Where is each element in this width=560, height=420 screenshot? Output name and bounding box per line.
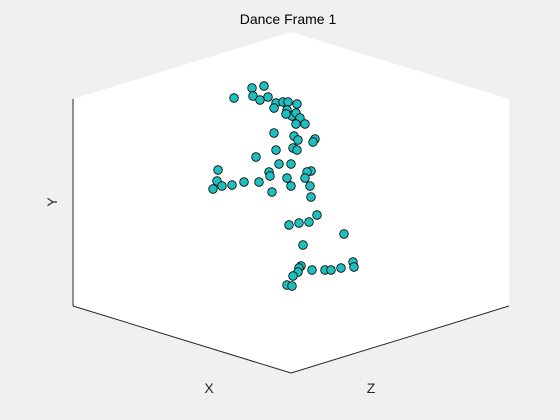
data-point [263,92,273,102]
data-point [298,240,308,250]
data-point [349,262,359,272]
data-point [281,109,291,119]
z-axis-label: Z [367,380,376,396]
data-point [259,81,269,91]
data-point [248,91,258,101]
data-point [267,187,277,197]
data-point [312,210,322,220]
data-point [255,95,265,105]
data-point [286,159,296,169]
data-point [336,263,346,273]
z-axis-line [290,305,510,374]
x-axis-label: X [204,380,214,396]
data-point [291,119,301,129]
data-point [217,181,227,191]
data-point [300,119,310,129]
data-point [294,218,304,228]
data-point [292,99,302,109]
x-axis-line [72,305,292,374]
data-point [229,93,239,103]
data-point [283,97,293,107]
data-point [288,271,298,281]
data-point [306,192,316,202]
data-point [251,152,261,162]
data-point [239,177,249,187]
data-point [227,180,237,190]
data-point [274,159,284,169]
data-point [304,217,314,227]
data-point [293,135,303,145]
data-point [286,181,296,191]
data-point [284,220,294,230]
data-point [339,229,349,239]
data-point [265,171,275,181]
chart-title: Dance Frame 1 [240,11,337,27]
data-point [213,165,223,175]
data-point [287,281,297,291]
data-point [305,181,315,191]
y-axis-label: Y [44,197,60,207]
data-point [269,103,279,113]
data-point [282,173,292,183]
data-point [208,184,218,194]
data-point [326,265,336,275]
points-layer [208,81,359,291]
data-point [300,173,310,183]
data-point [247,83,257,93]
data-point [307,265,317,275]
data-point [292,145,302,155]
axes-box [72,32,510,374]
data-point [271,145,281,155]
data-point [254,177,264,187]
data-point [269,128,279,138]
axes-background [73,32,509,373]
data-point [308,137,318,147]
